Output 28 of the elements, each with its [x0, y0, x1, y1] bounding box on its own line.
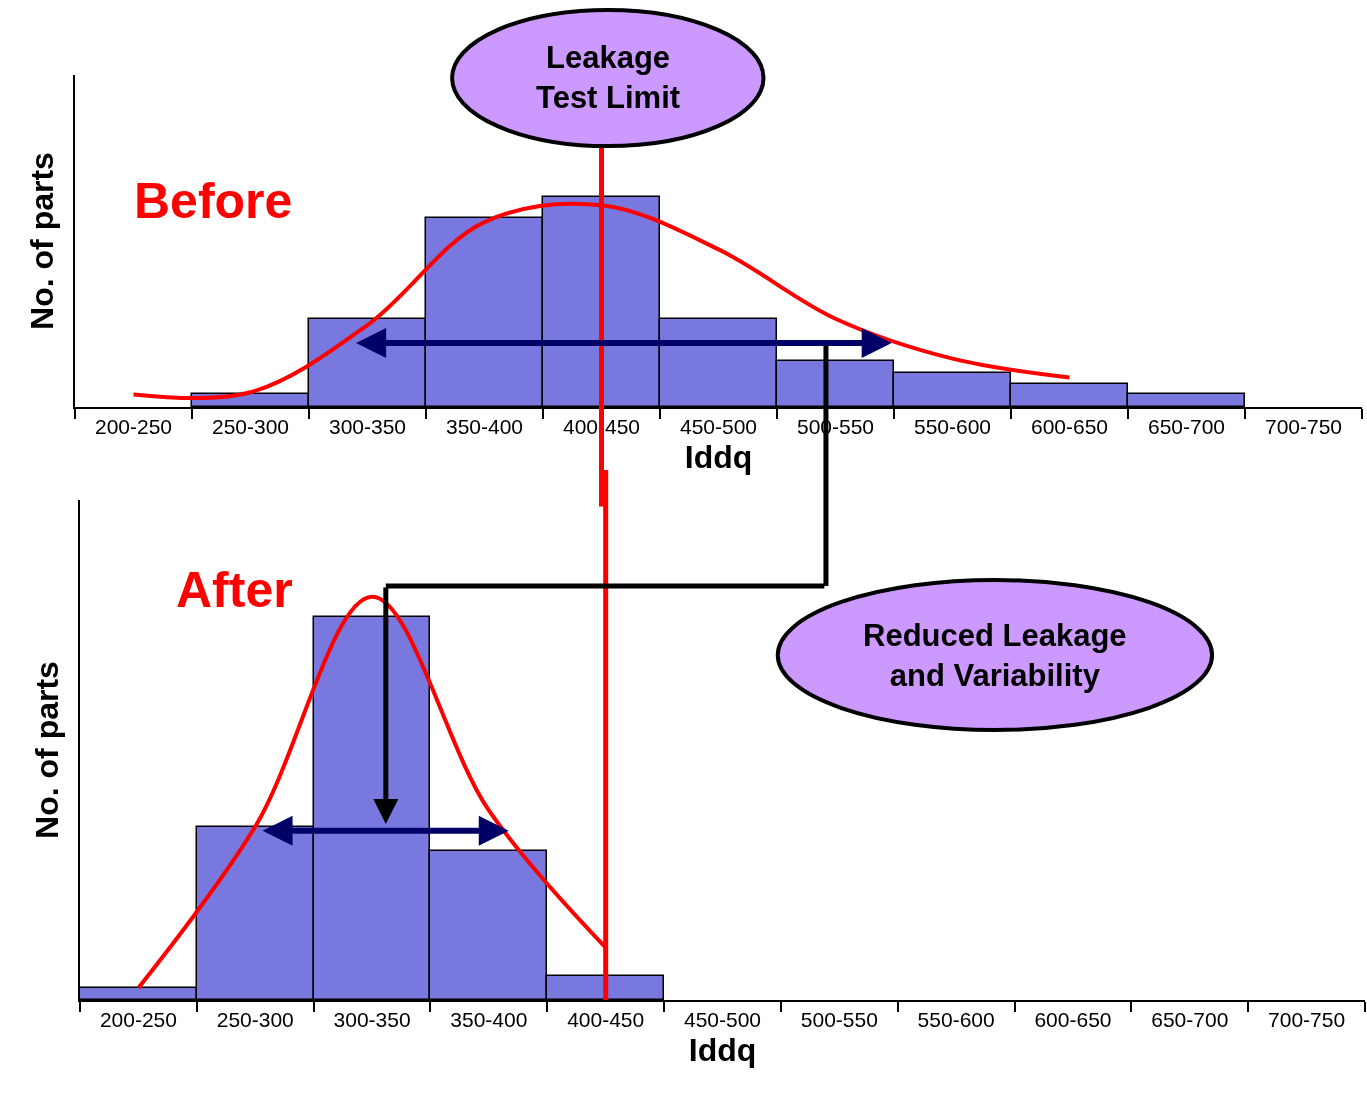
annotation: Reduced Leakage and Variability [863, 618, 1127, 694]
x-tick-label: 500-550 [800, 1008, 878, 1032]
x-tick-label: 450-500 [679, 415, 758, 439]
x-tick-label: 550-600 [917, 1008, 995, 1032]
x-tick-label: 300-350 [328, 415, 407, 439]
x-tick-label: 350-400 [450, 1008, 528, 1032]
x-tick-label: 250-300 [211, 415, 290, 439]
x-axis-title: Iddq [684, 438, 753, 475]
x-tick-label: 550-600 [913, 415, 992, 439]
x-tick-label: 400-450 [567, 1008, 645, 1032]
x-tick-label: 300-350 [333, 1008, 411, 1032]
x-tick-label: 250-300 [216, 1008, 294, 1032]
x-tick-label: 700-750 [1268, 1008, 1346, 1032]
x-tick-label: 200-250 [99, 1008, 177, 1032]
x-tick-label: 600-650 [1030, 415, 1109, 439]
y-axis-title: No. of parts [28, 661, 65, 839]
y-axis-title: No. of parts [23, 152, 60, 330]
x-axis-title: Iddq [688, 1031, 757, 1068]
annotation: Before [134, 173, 293, 229]
x-tick-label: 650-700 [1147, 415, 1226, 439]
x-tick-label: 350-400 [445, 415, 524, 439]
ref-line-label: Leakage Test Limit [536, 40, 681, 116]
x-tick-label: 200-250 [94, 415, 173, 439]
annotation: After [176, 562, 293, 618]
x-tick-label: 600-650 [1034, 1008, 1112, 1032]
x-tick-label: 700-750 [1264, 415, 1343, 439]
x-tick-label: 650-700 [1151, 1008, 1229, 1032]
x-tick-label: 450-500 [683, 1008, 762, 1032]
